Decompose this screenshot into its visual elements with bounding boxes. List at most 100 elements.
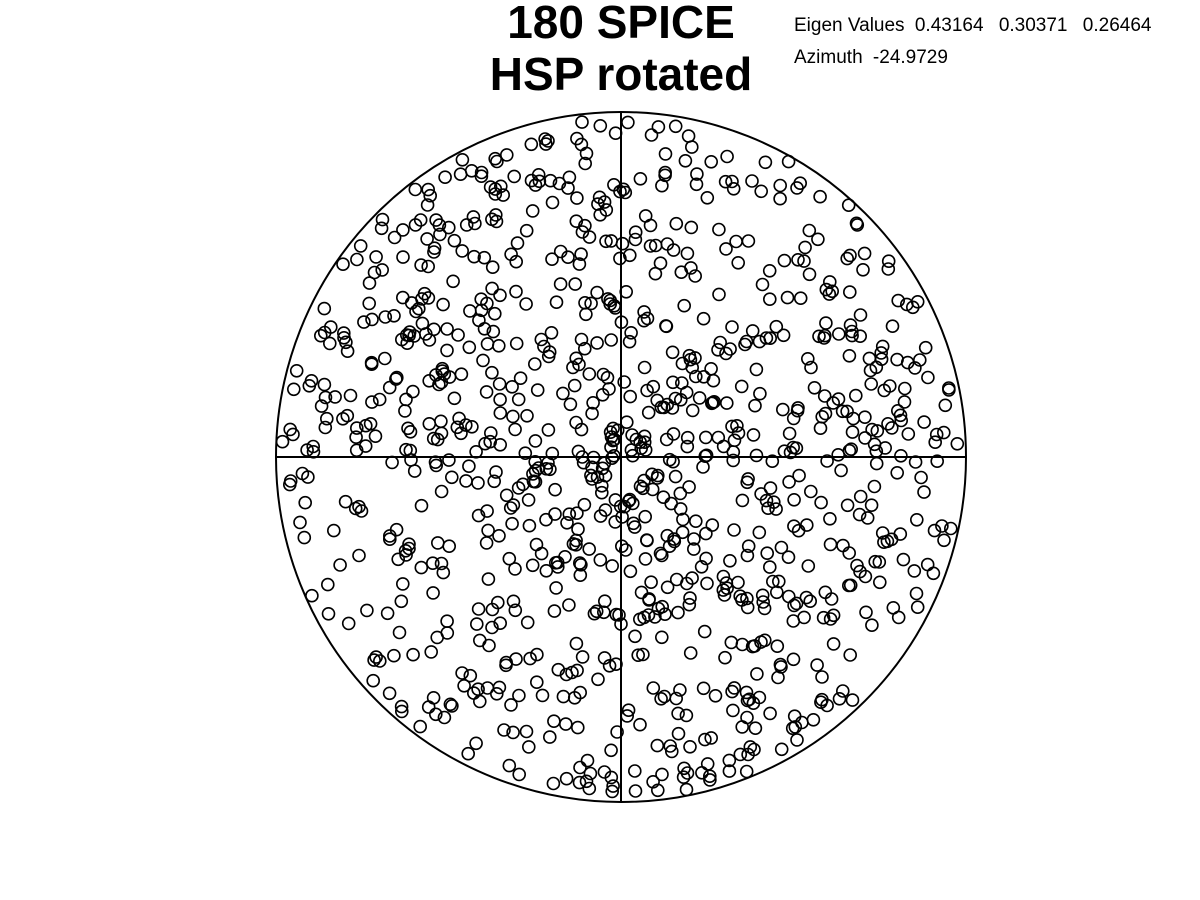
data-point	[864, 498, 879, 513]
data-point	[578, 295, 592, 310]
data-point	[539, 512, 553, 527]
data-point	[748, 721, 763, 736]
data-point	[556, 386, 570, 401]
data-point	[434, 484, 449, 499]
data-point	[559, 771, 574, 786]
data-point	[754, 635, 768, 649]
data-point	[485, 365, 499, 380]
data-point	[425, 556, 440, 571]
data-point	[679, 782, 694, 797]
data-point	[651, 120, 666, 134]
data-point	[633, 717, 647, 732]
data-point	[891, 293, 906, 308]
data-point	[593, 509, 608, 523]
data-point	[610, 725, 624, 739]
data-point	[875, 339, 890, 354]
data-point	[746, 696, 761, 711]
data-point	[826, 608, 841, 623]
data-point	[547, 714, 561, 729]
data-point	[459, 218, 474, 232]
data-point	[363, 416, 378, 431]
data-point	[750, 667, 764, 681]
data-point	[726, 453, 741, 468]
data-point	[318, 390, 333, 405]
data-point	[574, 557, 588, 572]
data-point	[660, 237, 675, 251]
data-point	[492, 528, 506, 543]
data-point	[628, 784, 643, 798]
data-point	[430, 536, 445, 550]
data-point	[725, 174, 739, 189]
data-point	[317, 377, 332, 392]
data-point	[786, 440, 801, 455]
data-point	[684, 261, 698, 275]
data-point	[452, 411, 466, 426]
data-point	[712, 222, 726, 237]
data-point	[306, 444, 321, 459]
data-point	[718, 174, 733, 189]
data-point	[429, 213, 443, 227]
data-point	[741, 539, 756, 554]
data-point	[590, 336, 604, 350]
data-point	[790, 733, 804, 747]
data-point	[683, 591, 697, 605]
data-point	[606, 779, 620, 793]
data-point	[831, 327, 846, 341]
data-point	[733, 747, 748, 762]
data-point	[521, 740, 536, 754]
data-point	[927, 523, 942, 538]
data-point	[320, 577, 335, 592]
data-point	[409, 304, 423, 319]
data-point	[421, 182, 436, 197]
data-point	[901, 427, 916, 441]
data-point	[673, 486, 688, 501]
data-point	[636, 481, 650, 496]
data-point	[942, 383, 956, 397]
data-point	[613, 499, 628, 514]
data-point	[575, 650, 590, 664]
data-point	[541, 423, 556, 437]
data-point	[860, 511, 875, 525]
data-point	[731, 426, 746, 440]
data-point	[487, 474, 502, 489]
data-point	[606, 421, 620, 436]
data-point	[298, 495, 313, 510]
data-point	[664, 744, 679, 759]
data-point	[686, 542, 701, 556]
data-point	[658, 147, 673, 161]
data-point	[858, 569, 873, 584]
azimuth-value: -24.9729	[873, 47, 948, 68]
data-point	[846, 411, 861, 426]
data-point	[862, 351, 877, 366]
data-point	[353, 239, 368, 253]
data-point	[402, 328, 416, 343]
data-point	[387, 308, 401, 323]
data-point	[519, 223, 534, 238]
data-point	[676, 770, 691, 785]
data-point	[667, 534, 682, 549]
data-point	[406, 384, 420, 399]
data-point	[382, 380, 397, 395]
data-point	[528, 463, 543, 478]
data-point	[897, 381, 912, 396]
data-point	[567, 378, 582, 393]
data-point	[683, 739, 697, 754]
data-point	[841, 198, 856, 212]
data-point	[486, 324, 501, 339]
data-point	[843, 578, 858, 593]
data-point	[369, 650, 383, 664]
data-point	[816, 610, 831, 625]
data-point	[619, 284, 634, 299]
data-point	[396, 250, 410, 264]
data-point	[608, 126, 623, 140]
data-point	[600, 370, 615, 385]
data-point	[572, 556, 587, 570]
data-point	[422, 416, 437, 431]
data-point	[852, 507, 867, 522]
data-points	[275, 115, 965, 799]
data-point	[566, 537, 581, 551]
data-point	[815, 670, 829, 684]
data-point	[679, 708, 694, 723]
data-point	[604, 430, 619, 444]
data-point	[538, 132, 552, 146]
